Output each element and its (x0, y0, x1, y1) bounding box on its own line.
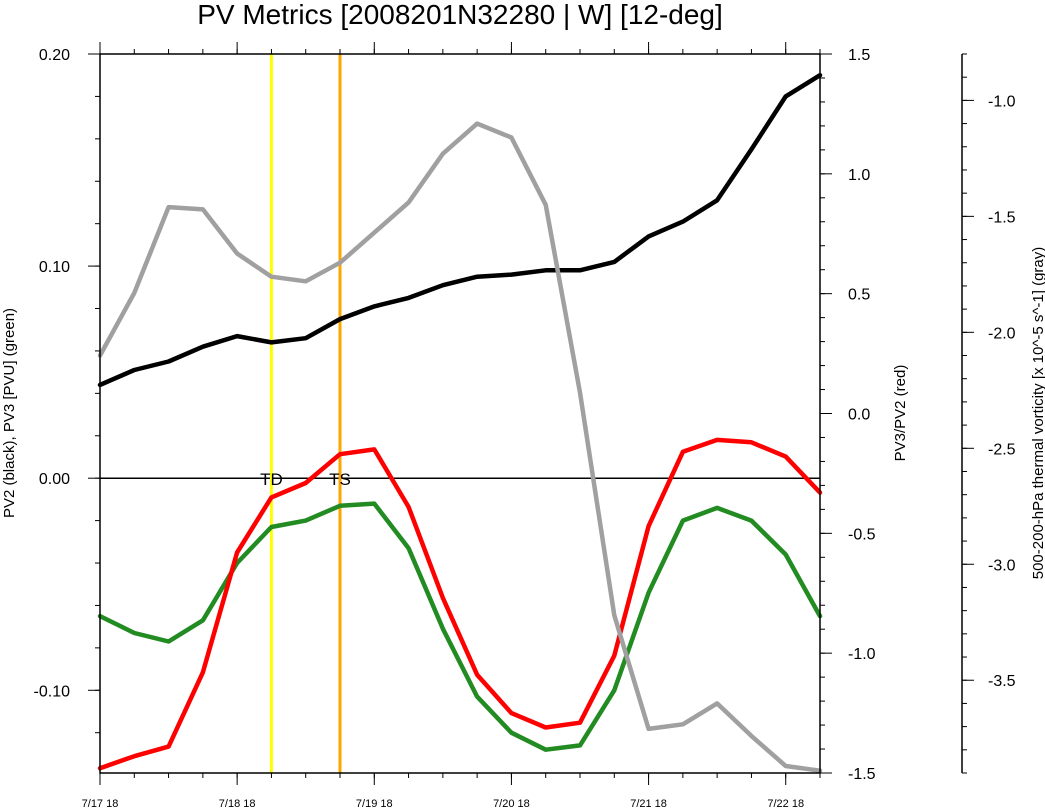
left-axis-title: PV2 (black), PV3 [PVU] (green) (1, 308, 18, 518)
x-tick-label: 7/18 18 (219, 798, 256, 810)
series-line-2 (97, 501, 823, 752)
left-tick-label: 0.20 (39, 47, 70, 64)
right-tick-label: 1.0 (848, 167, 870, 184)
x-tick-label: 7/19 18 (356, 798, 393, 810)
far-right-tick-label: -3.0 (988, 557, 1016, 574)
far-right-tick-label: -2.0 (988, 325, 1016, 342)
event-label-2: TS (329, 470, 351, 489)
right-tick-label: 0.0 (848, 407, 870, 424)
x-tick-label: 7/21 18 (630, 798, 667, 810)
chart-title: PV Metrics [2008201N32280 | W] [12-deg] (197, 0, 723, 30)
far-right-axis-title: 500-200-hPa thermal vorticity [x 10^-5 s… (1030, 247, 1045, 580)
series-line-3 (97, 437, 823, 771)
left-tick-label: -0.10 (34, 683, 71, 700)
right-tick-label: -1.5 (848, 766, 876, 783)
left-tick-label: 0.00 (39, 471, 70, 488)
right-tick-label: -0.5 (848, 526, 876, 543)
x-tick-label: 7/22 18 (767, 798, 804, 810)
series-line-1 (97, 72, 823, 388)
far-right-tick-label: -1.5 (988, 209, 1016, 226)
left-tick-label: 0.10 (39, 259, 70, 276)
right-tick-label: 0.5 (848, 287, 870, 304)
right-tick-label: 1.5 (848, 47, 870, 64)
series-line-4 (97, 121, 823, 773)
event-label-1: TD (260, 470, 283, 489)
plot-area: TD TS 0.20 0.10 0.00 -0.10 1.5 1.0 0.5 0.0 -0.5 -1.… (34, 42, 1016, 810)
right-tick-label: -1.0 (848, 646, 876, 663)
far-right-tick-label: -1.0 (988, 93, 1016, 110)
far-right-tick-label: -2.5 (988, 441, 1016, 458)
x-tick-label: 7/20 18 (493, 798, 530, 810)
far-right-tick-label: -3.5 (988, 673, 1016, 690)
x-tick-label: 7/17 18 (82, 798, 119, 810)
right-axis-title: PV3/PV2 (red) (892, 365, 909, 462)
